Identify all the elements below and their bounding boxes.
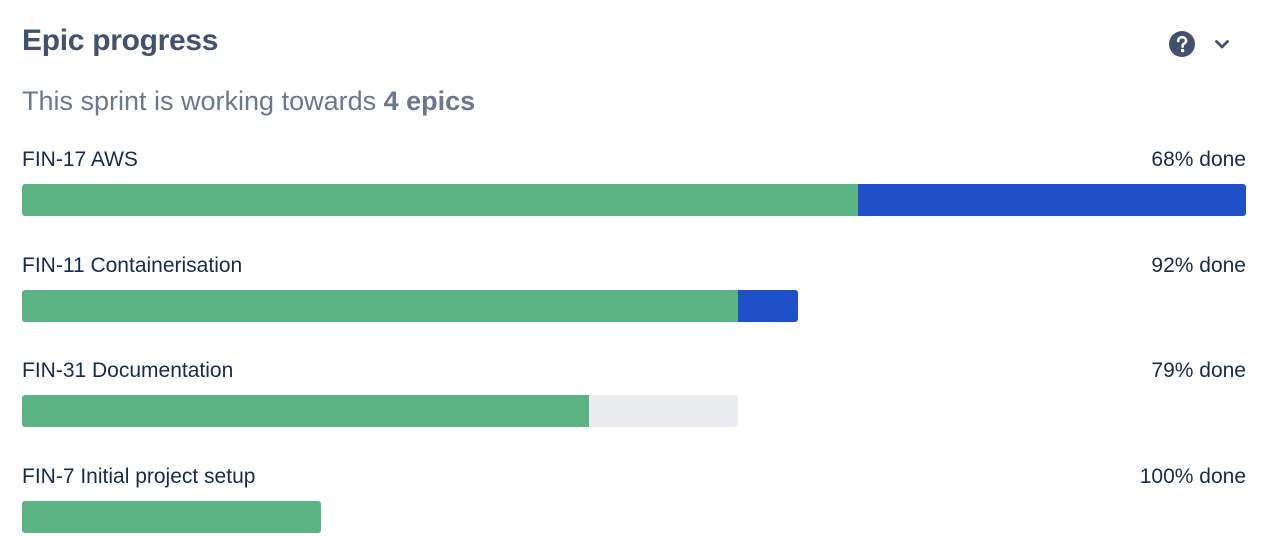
done-segment <box>22 500 321 533</box>
epic-label[interactable]: FIN-7 Initial project setup <box>22 464 256 488</box>
summary-prefix: This sprint is working towards <box>22 86 384 116</box>
done-segment <box>22 289 739 322</box>
epic-row: FIN-31 Documentation 79% done <box>22 359 1246 449</box>
epic-done-percent: 79% done <box>1151 359 1246 382</box>
epic-label[interactable]: FIN-11 Containerisation <box>22 253 243 277</box>
chevron-down-icon[interactable] <box>1213 35 1231 53</box>
in-progress-segment <box>857 184 1246 216</box>
epic-progress-bar[interactable] <box>22 395 738 427</box>
epic-progress-panel: Epic progress This sprint is working tow… <box>22 0 1246 536</box>
done-segment <box>22 395 590 427</box>
in-progress-segment <box>738 289 798 322</box>
todo-segment <box>589 395 738 427</box>
done-segment <box>22 184 858 216</box>
epic-progress-bar[interactable] <box>22 184 1246 216</box>
epic-done-percent: 92% done <box>1151 253 1246 277</box>
epic-count: 4 epics <box>383 86 476 116</box>
epic-done-percent: 68% done <box>1151 148 1246 171</box>
epic-row: FIN-11 Containerisation 92% done <box>22 254 1246 344</box>
panel-header: Epic progress <box>22 22 1246 62</box>
epic-progress-bar[interactable] <box>22 289 798 322</box>
question-circle-icon[interactable] <box>1168 30 1196 58</box>
sprint-summary: This sprint is working towards 4 epics <box>22 86 475 117</box>
epic-done-percent: 100% done <box>1139 464 1246 488</box>
epic-row: FIN-7 Initial project setup 100% done <box>22 465 1246 536</box>
epic-row: FIN-17 AWS 68% done <box>22 148 1246 238</box>
epic-label[interactable]: FIN-31 Documentation <box>22 359 234 382</box>
panel-title: Epic progress <box>22 24 219 57</box>
epic-label[interactable]: FIN-17 AWS <box>22 148 138 171</box>
epic-progress-bar[interactable] <box>22 500 321 533</box>
